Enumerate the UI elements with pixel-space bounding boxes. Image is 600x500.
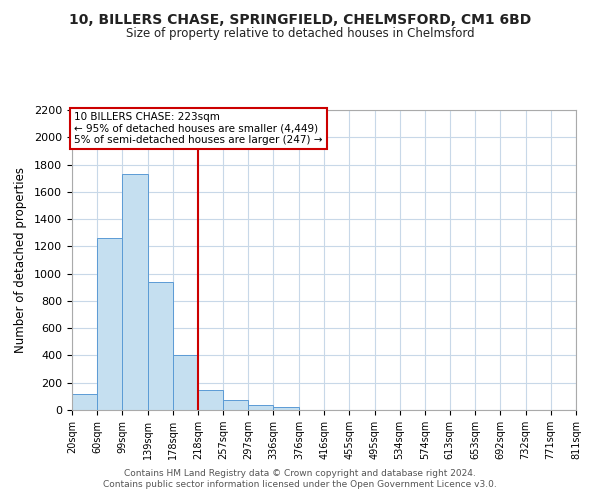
Text: Contains public sector information licensed under the Open Government Licence v3: Contains public sector information licen… xyxy=(103,480,497,489)
Text: 10, BILLERS CHASE, SPRINGFIELD, CHELMSFORD, CM1 6BD: 10, BILLERS CHASE, SPRINGFIELD, CHELMSFO… xyxy=(69,12,531,26)
Bar xyxy=(173,355,198,410)
Bar xyxy=(97,238,122,410)
Text: Size of property relative to detached houses in Chelmsford: Size of property relative to detached ho… xyxy=(125,28,475,40)
Bar xyxy=(122,174,148,410)
Bar xyxy=(248,405,274,410)
Bar xyxy=(72,394,97,410)
Bar xyxy=(198,390,223,410)
Text: 10 BILLERS CHASE: 223sqm
← 95% of detached houses are smaller (4,449)
5% of semi: 10 BILLERS CHASE: 223sqm ← 95% of detach… xyxy=(74,112,322,145)
Bar xyxy=(274,408,299,410)
Y-axis label: Number of detached properties: Number of detached properties xyxy=(14,167,27,353)
Text: Contains HM Land Registry data © Crown copyright and database right 2024.: Contains HM Land Registry data © Crown c… xyxy=(124,468,476,477)
Bar xyxy=(148,282,173,410)
Bar xyxy=(223,400,248,410)
